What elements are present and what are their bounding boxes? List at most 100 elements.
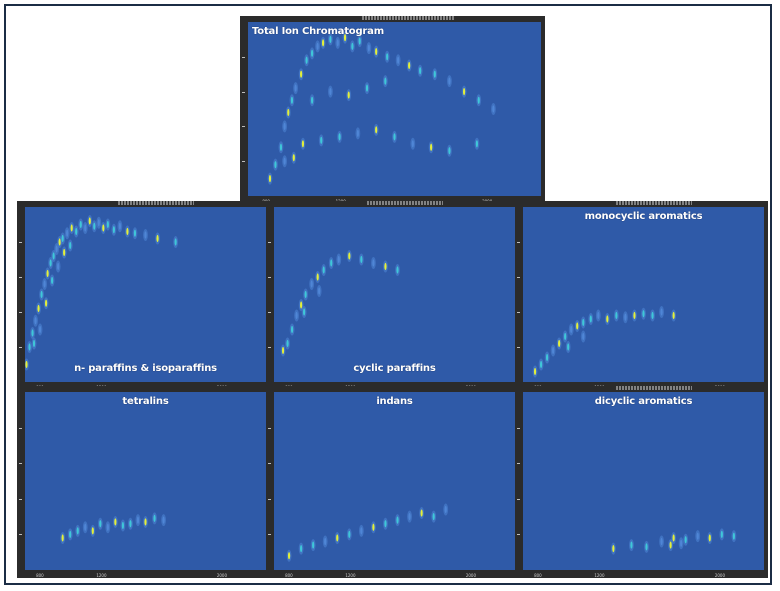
peak: [310, 280, 313, 288]
plot-area: n- paraffins & isoparaffins: [25, 207, 266, 382]
peak: [97, 219, 100, 227]
peak: [318, 287, 321, 295]
peak: [84, 523, 87, 531]
peak: [121, 521, 125, 530]
peak: [281, 346, 285, 355]
chart-title: indans: [376, 396, 413, 407]
peak: [367, 44, 370, 52]
peak: [43, 280, 46, 288]
peak: [38, 325, 42, 334]
peak: [40, 290, 43, 299]
peak: [396, 516, 399, 524]
header-strip: [367, 201, 444, 205]
peak: [294, 84, 297, 92]
peak: [44, 299, 48, 307]
peak: [106, 220, 109, 229]
peak: [114, 518, 117, 526]
peak: [102, 224, 105, 232]
peak: [310, 96, 314, 104]
peak: [708, 534, 711, 542]
plot-area: Total Ion Chromatogram: [248, 22, 541, 196]
peak: [330, 259, 333, 267]
peak: [46, 269, 49, 278]
y-tick: [19, 498, 22, 500]
x-tick-label: 1200: [594, 573, 605, 578]
plot-area: tetralins: [25, 392, 266, 570]
peak: [118, 222, 121, 230]
peak: [301, 140, 305, 148]
peak: [316, 42, 319, 50]
peak: [32, 339, 36, 348]
peak: [49, 259, 52, 267]
peak: [300, 301, 303, 309]
peak: [411, 140, 414, 148]
y-tick: [517, 498, 520, 500]
peak: [66, 229, 69, 237]
peak: [567, 343, 570, 351]
peak: [347, 91, 350, 99]
peak: [533, 367, 537, 376]
peak: [136, 516, 140, 524]
peak: [69, 530, 72, 538]
peak: [732, 532, 735, 540]
peak: [343, 34, 347, 42]
peak: [58, 238, 61, 246]
y-tick: [268, 312, 271, 313]
peak: [448, 147, 451, 155]
peak: [432, 513, 435, 521]
peak: [660, 537, 663, 546]
peak: [356, 129, 359, 137]
peak: [684, 536, 687, 544]
peak: [492, 105, 495, 113]
peak: [582, 318, 585, 327]
peak: [589, 315, 592, 323]
peak: [475, 140, 479, 148]
peaks-layer: [286, 503, 449, 562]
peak: [57, 262, 60, 271]
x-tick-label: 800: [285, 573, 293, 578]
peak: [84, 224, 87, 232]
peak: [133, 229, 137, 237]
peak: [31, 329, 34, 337]
y-tick: [242, 91, 245, 93]
y-tick: [242, 56, 245, 58]
peak: [290, 325, 294, 334]
y-tick: [517, 534, 520, 536]
peak: [642, 310, 645, 318]
peak: [358, 37, 361, 45]
y-tick: [268, 277, 271, 278]
peak: [582, 332, 585, 341]
peaks-layer: [60, 512, 166, 544]
peak: [304, 290, 307, 299]
y-tick: [517, 312, 520, 313]
peak: [348, 252, 351, 260]
peak: [365, 84, 369, 92]
peak: [162, 516, 165, 524]
peak: [329, 88, 332, 96]
panel-indans: indans 800 1200 2000: [266, 386, 519, 578]
x-tick-label: 800: [534, 573, 542, 578]
y-tick: [19, 277, 22, 278]
x-tick-label: 1200: [345, 573, 356, 578]
peak: [564, 332, 567, 341]
peak: [144, 518, 147, 526]
peak: [316, 273, 319, 281]
y-tick: [19, 534, 22, 536]
peak: [660, 308, 663, 316]
x-tick-label: 1200: [96, 573, 107, 578]
y-tick: [517, 463, 520, 465]
chart-title: tetralins: [122, 396, 169, 407]
peak: [576, 322, 579, 330]
peak: [129, 520, 132, 528]
peak: [55, 245, 58, 253]
peak: [337, 255, 340, 264]
y-tick: [268, 534, 271, 536]
peak: [91, 527, 94, 535]
y-tick: [517, 427, 520, 429]
peak: [408, 513, 411, 521]
peaks-layer: [267, 31, 496, 185]
